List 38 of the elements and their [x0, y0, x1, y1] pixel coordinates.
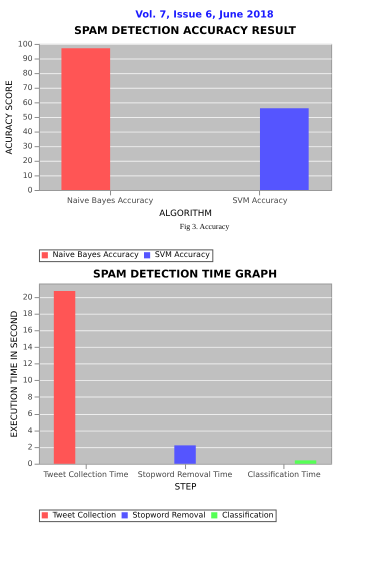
y-tick-label: 14	[22, 342, 33, 352]
y-tick-label: 6	[28, 409, 33, 418]
y-tick-label: 10	[22, 170, 33, 180]
chart-title: SPAM DETECTION ACCURACY RESULT	[74, 24, 297, 38]
y-tick-label: 10	[22, 376, 33, 385]
legend-label: Tweet Collection	[52, 510, 116, 520]
y-tick-label: 4	[28, 426, 33, 435]
legend-label: Classification	[222, 510, 274, 520]
y-tick-label: 70	[22, 83, 33, 92]
y-tick-label: 0	[28, 185, 33, 194]
y-tick-label: 90	[22, 54, 33, 63]
x-tick-label: Classification Time	[248, 470, 321, 479]
chart-title: SPAM DETECTION TIME GRAPH	[93, 268, 278, 281]
x-tick-label: Tweet Collection Time	[42, 470, 129, 479]
y-tick-label: 12	[22, 359, 33, 368]
x-axis-title: ALGORITHM	[159, 208, 212, 219]
y-tick-label: 50	[22, 112, 33, 122]
y-tick-label: 60	[22, 98, 33, 107]
y-axis-title: EXECUTION TIME IN SECOND	[10, 310, 20, 438]
y-tick-label: 20	[22, 156, 33, 166]
y-tick-label: 20	[22, 292, 33, 302]
y-tick-label: 8	[28, 392, 33, 402]
y-tick-label: 2	[28, 442, 33, 452]
y-tick-label: 16	[22, 326, 33, 335]
caption: Fig 3. Accuracy	[180, 222, 230, 231]
y-tick-label: 18	[22, 308, 33, 318]
y-tick-label: 80	[22, 68, 33, 78]
y-tick-label: 40	[22, 127, 33, 136]
y-tick-label: 0	[28, 459, 33, 468]
y-axis-title: ACURACY SCORE	[4, 80, 15, 155]
legend-label: Stopword Removal	[132, 510, 206, 520]
x-tick-label: Stopword Removal Time	[138, 470, 233, 479]
x-axis-title: STEP	[174, 482, 196, 493]
legend-label: Naive Bayes Accuracy	[52, 250, 140, 260]
y-tick-label: 30	[22, 142, 33, 151]
text: Vol. 7, Issue 6, June 2018	[135, 10, 274, 21]
y-tick-label: 100	[18, 39, 33, 48]
legend-label: SVM Accuracy	[154, 250, 210, 260]
